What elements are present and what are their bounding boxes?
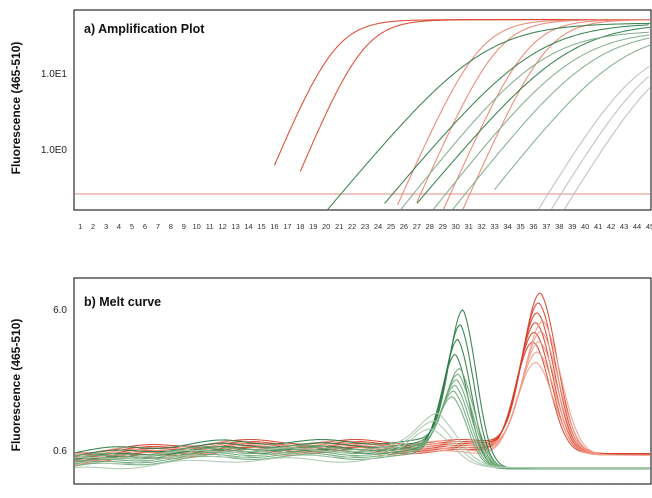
- amplification-curve-1-2: [442, 19, 649, 209]
- panel-b: Fluorescence (465-510) 6.0 0.6 b) Melt c…: [9, 277, 652, 485]
- panel-a-x-tick: 22: [348, 222, 356, 231]
- panel-a-x-tick: 41: [594, 222, 602, 231]
- panel-a-y-tick-1: 1.0E1: [41, 69, 68, 80]
- amplification-curve-4-0: [537, 65, 650, 209]
- amplification-curve-1-3: [462, 19, 649, 209]
- panel-a-y-axis-label: Fluorescence (465-510): [9, 42, 23, 175]
- panel-a-x-tick: 2: [91, 222, 95, 231]
- amplification-curve-4-2: [563, 87, 650, 209]
- amplification-curve-3-3: [494, 44, 650, 190]
- panel-a-x-tick: 19: [309, 222, 317, 231]
- panel-a-x-tick: 39: [568, 222, 576, 231]
- panel-a-x-tick: 45: [646, 222, 652, 231]
- amplification-curve-1-0: [396, 19, 650, 206]
- amplification-curve-2-0: [327, 22, 650, 209]
- panel-a-x-tick: 14: [244, 222, 252, 231]
- panel-a-x-tick: 43: [620, 222, 628, 231]
- panel-a-x-tick: 34: [503, 222, 511, 231]
- panel-a-x-tick: 7: [156, 222, 160, 231]
- panel-a: Fluorescence (465-510) 1.0E1 1.0E0 a) Am…: [9, 9, 652, 231]
- panel-a-x-tick: 31: [465, 222, 473, 231]
- panel-a-x-tick: 40: [581, 222, 589, 231]
- panel-a-x-tick: 33: [490, 222, 498, 231]
- panel-a-x-tick: 16: [270, 222, 278, 231]
- panel-a-x-tick: 32: [477, 222, 485, 231]
- melt-curve-0-2: [75, 322, 650, 460]
- amplification-curve-1-1: [416, 19, 650, 203]
- panel-a-curves: [75, 19, 650, 209]
- melt-curve-3-5: [75, 367, 650, 470]
- panel-b-y-tick-2: 0.6: [53, 446, 67, 457]
- panel-a-x-tick: 5: [130, 222, 134, 231]
- panel-b-y-axis-label: Fluorescence (465-510): [9, 319, 23, 452]
- panel-b-plot-area: [75, 292, 650, 470]
- melt-curve-0-5: [75, 292, 650, 455]
- panel-a-x-tick: 18: [296, 222, 304, 231]
- panel-a-title: a) Amplification Plot: [84, 22, 205, 36]
- amplification-curve-2-2: [416, 26, 650, 204]
- melt-curve-0-3: [75, 312, 650, 458]
- melt-curve-1-4: [75, 320, 650, 456]
- panel-a-x-tick: 10: [193, 222, 201, 231]
- panel-a-x-tick: 20: [322, 222, 330, 231]
- panel-a-x-tick: 12: [218, 222, 226, 231]
- panel-a-x-tick: 9: [182, 222, 186, 231]
- panel-a-x-tick: 38: [555, 222, 563, 231]
- panel-a-x-tick: 15: [257, 222, 265, 231]
- panel-a-x-ticks: 1 2 3 4 5 6 7 8 9 10 11 12 13 14 15 16 17 18 19 20 21 22 23 24 2…: [78, 222, 652, 231]
- amplification-curve-3-1: [432, 34, 650, 209]
- panel-a-x-tick: 27: [413, 222, 421, 231]
- panel-a-plot-area: [75, 19, 650, 209]
- panel-a-x-tick: 13: [231, 222, 239, 231]
- panel-a-x-tick: 26: [400, 222, 408, 231]
- panel-a-x-tick: 37: [542, 222, 550, 231]
- panel-a-x-tick: 6: [143, 222, 147, 231]
- amplification-curve-0-1: [299, 19, 650, 172]
- panel-b-title-bg: [80, 290, 190, 312]
- panel-a-x-tick: 25: [387, 222, 395, 231]
- panel-a-x-tick: 29: [439, 222, 447, 231]
- panel-b-title: b) Melt curve: [84, 295, 161, 309]
- melt-curve-4-2: [75, 412, 650, 469]
- amplification-curve-3-0: [400, 31, 649, 209]
- panel-a-x-tick: 42: [607, 222, 615, 231]
- panel-a-x-tick: 8: [169, 222, 173, 231]
- panel-a-x-tick: 24: [374, 222, 382, 231]
- panel-a-x-tick: 1: [78, 222, 82, 231]
- melt-curve-1-0: [75, 361, 650, 466]
- panel-a-x-tick: 3: [104, 222, 108, 231]
- panel-a-x-tick: 35: [516, 222, 524, 231]
- panel-b-curves: [74, 292, 651, 485]
- panel-b-y-tick-1: 6.0: [53, 305, 67, 316]
- panel-a-x-tick: 30: [452, 222, 460, 231]
- panel-a-x-tick: 36: [529, 222, 537, 231]
- amplification-curve-3-2: [452, 37, 650, 209]
- panel-a-x-tick: 28: [426, 222, 434, 231]
- panel-a-x-tick: 4: [117, 222, 121, 231]
- panel-a-x-tick: 23: [361, 222, 369, 231]
- panel-a-x-tick: 44: [633, 222, 641, 231]
- panel-a-y-tick-2: 1.0E0: [41, 145, 68, 156]
- panel-a-x-tick: 21: [335, 222, 343, 231]
- panel-a-x-tick: 17: [283, 222, 291, 231]
- panel-a-x-tick: 11: [206, 222, 214, 231]
- panel-a-frame: [73, 9, 652, 211]
- amplification-curve-2-1: [384, 24, 649, 204]
- panel-a-title-bg: [80, 17, 240, 39]
- amplification-curve-4-1: [550, 76, 650, 209]
